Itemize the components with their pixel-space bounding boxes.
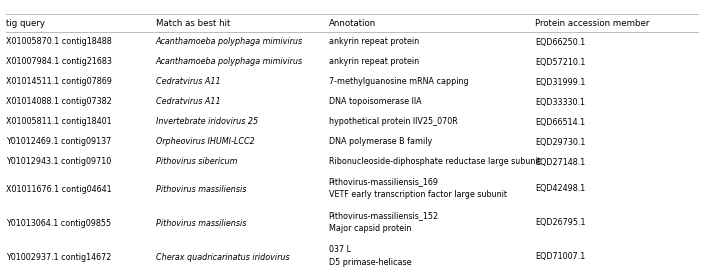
Text: Acanthamoeba polyphaga mimivirus: Acanthamoeba polyphaga mimivirus	[156, 37, 303, 46]
Text: X01014511.1 contig07869: X01014511.1 contig07869	[6, 78, 112, 87]
Text: Y01012943.1 contig09710: Y01012943.1 contig09710	[6, 158, 111, 167]
Text: X01005870.1 contig18488: X01005870.1 contig18488	[6, 37, 112, 46]
Text: EQD29730.1: EQD29730.1	[535, 138, 585, 147]
Text: Ribonucleoside-diphosphate reductase large subunit: Ribonucleoside-diphosphate reductase lar…	[329, 158, 541, 167]
Text: Cedratvirus A11: Cedratvirus A11	[156, 97, 220, 106]
Text: ankyrin repeat protein: ankyrin repeat protein	[329, 37, 418, 46]
Text: 037 L: 037 L	[329, 245, 350, 254]
Text: Y01012469.1 contig09137: Y01012469.1 contig09137	[6, 138, 111, 147]
Text: EQD71007.1: EQD71007.1	[535, 253, 585, 262]
Text: EQD33330.1: EQD33330.1	[535, 97, 585, 106]
Text: EQD66514.1: EQD66514.1	[535, 117, 585, 126]
Text: ankyrin repeat protein: ankyrin repeat protein	[329, 58, 418, 67]
Text: D5 primase-helicase: D5 primase-helicase	[329, 258, 411, 267]
Text: Major capsid protein: Major capsid protein	[329, 224, 411, 233]
Text: EQD57210.1: EQD57210.1	[535, 58, 585, 67]
Text: Cherax quadricarinatus iridovirus: Cherax quadricarinatus iridovirus	[156, 253, 289, 262]
Text: Annotation: Annotation	[329, 19, 376, 28]
Text: Pithovirus massiliensis: Pithovirus massiliensis	[156, 218, 246, 227]
Text: Pithovirus-massiliensis_169: Pithovirus-massiliensis_169	[329, 177, 439, 186]
Text: tig query: tig query	[6, 19, 45, 28]
Text: X01007984.1 contig21683: X01007984.1 contig21683	[6, 58, 112, 67]
Text: Protein accession member: Protein accession member	[535, 19, 649, 28]
Text: X01005811.1 contig18401: X01005811.1 contig18401	[6, 117, 111, 126]
Text: Pithovirus sibericum: Pithovirus sibericum	[156, 158, 237, 167]
Text: Y01013064.1 contig09855: Y01013064.1 contig09855	[6, 218, 111, 227]
Text: EQD66250.1: EQD66250.1	[535, 37, 585, 46]
Text: Orpheovirus IHUMI-LCC2: Orpheovirus IHUMI-LCC2	[156, 138, 255, 147]
Text: Match as best hit: Match as best hit	[156, 19, 230, 28]
Text: DNA topoisomerase IIA: DNA topoisomerase IIA	[329, 97, 421, 106]
Text: Invertebrate iridovirus 25: Invertebrate iridovirus 25	[156, 117, 258, 126]
Text: Cedratvirus A11: Cedratvirus A11	[156, 78, 220, 87]
Text: EQD27148.1: EQD27148.1	[535, 158, 585, 167]
Text: hypothetical protein IIV25_070R: hypothetical protein IIV25_070R	[329, 117, 457, 126]
Text: EQD31999.1: EQD31999.1	[535, 78, 585, 87]
Text: Acanthamoeba polyphaga mimivirus: Acanthamoeba polyphaga mimivirus	[156, 58, 303, 67]
Text: DNA polymerase B family: DNA polymerase B family	[329, 138, 432, 147]
Text: Pithovirus-massiliensis_152: Pithovirus-massiliensis_152	[329, 211, 439, 220]
Text: VETF early transcription factor large subunit: VETF early transcription factor large su…	[329, 190, 507, 199]
Text: X01014088.1 contig07382: X01014088.1 contig07382	[6, 97, 112, 106]
Text: Y01002937.1 contig14672: Y01002937.1 contig14672	[6, 253, 111, 262]
Text: EQD26795.1: EQD26795.1	[535, 218, 585, 227]
Text: EQD42498.1: EQD42498.1	[535, 185, 585, 194]
Text: Pithovirus massiliensis: Pithovirus massiliensis	[156, 185, 246, 194]
Text: 7-methylguanosine mRNA capping: 7-methylguanosine mRNA capping	[329, 78, 468, 87]
Text: X01011676.1 contig04641: X01011676.1 contig04641	[6, 185, 111, 194]
